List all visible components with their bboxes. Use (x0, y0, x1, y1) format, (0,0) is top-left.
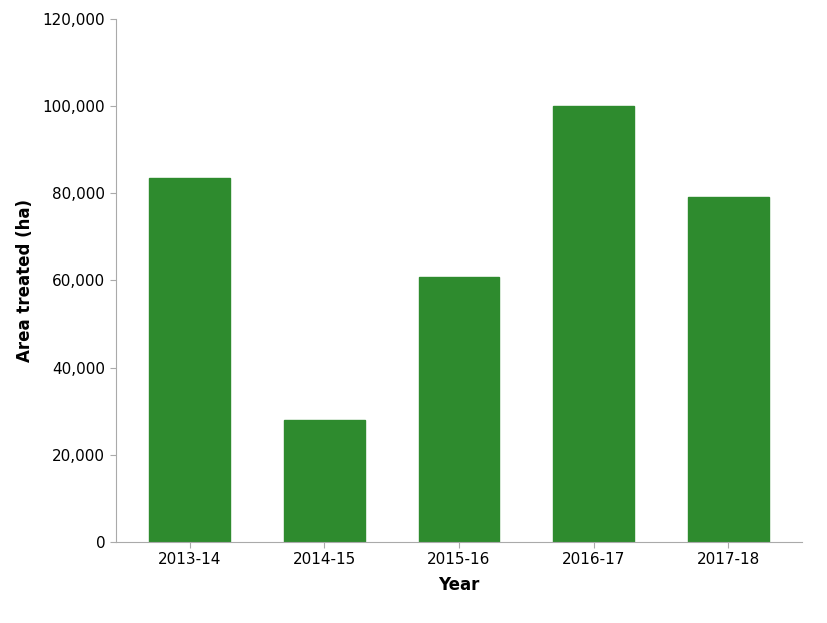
Bar (418, 277, 500, 542)
X-axis label: Year: Year (438, 576, 480, 594)
Bar (150, 178, 230, 542)
Bar (553, 106, 634, 542)
Bar (284, 420, 365, 542)
Bar (688, 197, 768, 542)
Y-axis label: Area treated (ha): Area treated (ha) (17, 199, 35, 362)
